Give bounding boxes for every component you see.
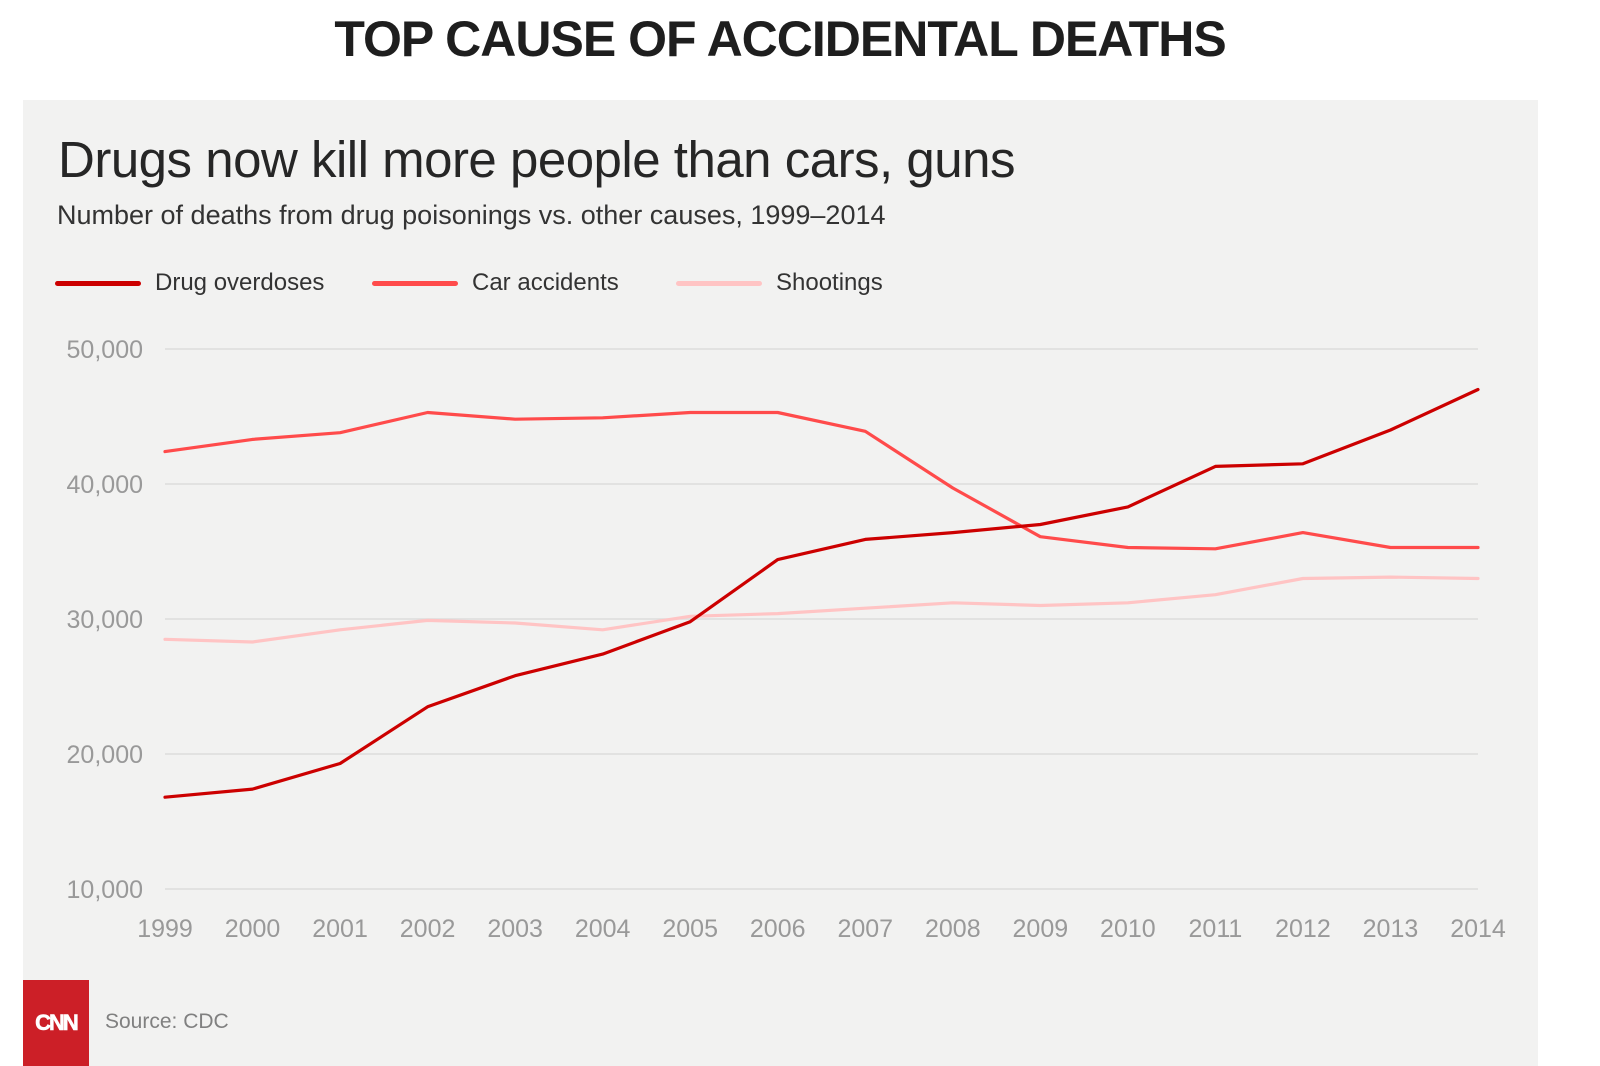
y-tick-label: 40,000 — [67, 471, 143, 499]
legend-item-car-accidents: Car accidents — [372, 268, 619, 298]
x-tick-label: 2011 — [1189, 915, 1243, 943]
chart-panel: Drugs now kill more people than cars, gu… — [23, 100, 1538, 1066]
legend-swatch-car-accidents — [372, 280, 458, 286]
x-tick-label: 2008 — [925, 915, 981, 943]
x-tick-label: 2004 — [575, 915, 631, 943]
y-tick-label: 20,000 — [67, 741, 143, 769]
legend-swatch-drug-overdoses — [55, 280, 141, 286]
x-tick-label: 2006 — [750, 915, 806, 943]
line-chart: 10,000 20,000 30,000 40,000 50,000 1999 2000 20… — [67, 336, 1506, 943]
y-tick-label: 10,000 — [67, 876, 143, 904]
y-tick-label: 50,000 — [67, 336, 143, 364]
x-tick-label: 2010 — [1100, 915, 1156, 943]
chart-subtitle: Number of deaths from drug poisonings vs… — [57, 200, 886, 230]
x-tick-label: 2007 — [837, 915, 893, 943]
series-line-shootings — [163, 575, 1480, 644]
x-tick-label: 2000 — [225, 915, 281, 943]
x-tick-label: 2012 — [1275, 915, 1331, 943]
x-tick-label: 2002 — [400, 915, 456, 943]
legend-label: Car accidents — [472, 269, 619, 296]
x-tick-label: 1999 — [137, 915, 193, 943]
legend-swatch-shootings — [676, 280, 762, 286]
series-line-drug-overdoses — [163, 387, 1480, 799]
series-line-car-accidents — [163, 410, 1480, 551]
y-tick-label: 30,000 — [67, 606, 143, 634]
x-tick-label: 2001 — [312, 915, 368, 943]
source-note: Source: CDC — [105, 1010, 229, 1033]
footer: CNN Source: CDC — [23, 980, 423, 1066]
x-tick-label: 2009 — [1013, 915, 1069, 943]
chart-title: Drugs now kill more people than cars, gu… — [58, 131, 1016, 188]
legend-label: Shootings — [776, 269, 883, 296]
legend-label: Drug overdoses — [155, 269, 325, 296]
x-tick-label: 2003 — [487, 915, 543, 943]
headline: TOP CAUSE OF ACCIDENTAL DEATHS — [334, 11, 1226, 67]
x-tick-label: 2013 — [1363, 915, 1419, 943]
legend-item-shootings: Shootings — [676, 268, 883, 298]
cnn-logo: CNN — [23, 980, 89, 1066]
x-tick-label: 2014 — [1450, 915, 1506, 943]
x-tick-label: 2005 — [662, 915, 718, 943]
legend-item-drug-overdoses: Drug overdoses — [55, 268, 324, 298]
